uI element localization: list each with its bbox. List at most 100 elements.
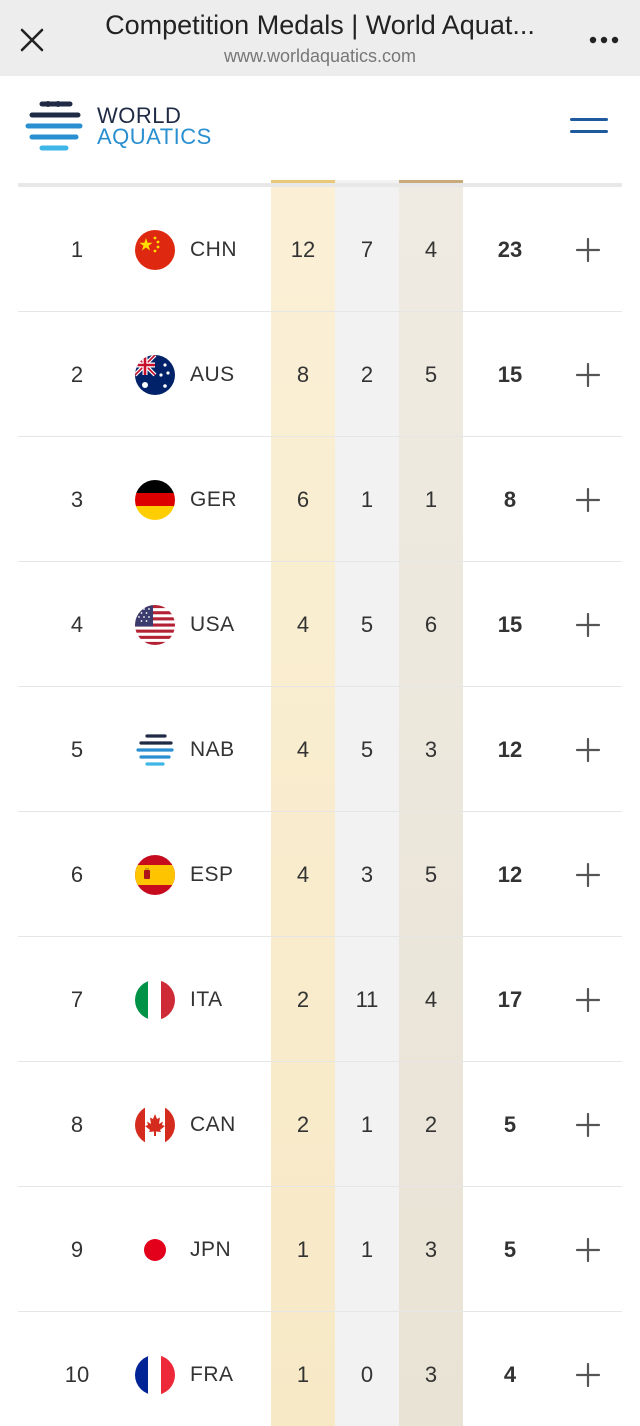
world-aquatics-flag-icon xyxy=(135,729,175,770)
medal-table: 1 CHN 12 7 4 23 2 AUS 8 2 5 15 3 GER 6 1 1 8 4 USA 4 5 6 15… xyxy=(0,180,640,1426)
bronze-count: 5 xyxy=(424,361,438,387)
table-row[interactable]: 9 JPN 1 1 3 5 xyxy=(18,1187,622,1312)
more-options-icon[interactable] xyxy=(586,22,622,58)
country-code[interactable]: ITA xyxy=(190,987,223,1011)
australia-flag-icon xyxy=(135,354,175,395)
silver-count: 1 xyxy=(360,1236,374,1262)
table-row[interactable]: 8 CAN 2 1 2 5 xyxy=(18,1062,622,1187)
canada-flag-icon xyxy=(135,1104,175,1145)
table-row[interactable]: 1 CHN 12 7 4 23 xyxy=(18,187,622,312)
rank-value: 4 xyxy=(70,611,84,637)
bronze-column-cap xyxy=(399,180,463,183)
total-count: 23 xyxy=(497,236,523,262)
country-flag xyxy=(135,1187,175,1312)
country-code[interactable]: AUS xyxy=(190,362,235,386)
world-aquatics-logo-icon[interactable] xyxy=(24,98,84,159)
row-divider xyxy=(18,436,622,437)
rank-value: 3 xyxy=(70,486,84,512)
country-code[interactable]: GER xyxy=(190,487,238,511)
plus-icon[interactable] xyxy=(570,937,606,1062)
rank-value: 1 xyxy=(70,236,84,262)
plus-icon[interactable] xyxy=(570,812,606,937)
row-divider xyxy=(18,561,622,562)
table-top-rule xyxy=(18,183,622,187)
row-divider xyxy=(18,936,622,937)
gold-count: 4 xyxy=(296,861,310,887)
table-row[interactable]: 5 NAB 4 5 3 12 xyxy=(18,687,622,812)
bronze-count: 1 xyxy=(424,486,438,512)
total-count: 15 xyxy=(497,361,523,387)
total-count: 4 xyxy=(503,1361,517,1387)
table-row[interactable]: 2 AUS 8 2 5 15 xyxy=(18,312,622,437)
bronze-count: 3 xyxy=(424,1361,438,1387)
rank-value: 10 xyxy=(64,1361,90,1387)
country-flag xyxy=(135,437,175,562)
gold-count: 6 xyxy=(296,486,310,512)
bronze-count: 3 xyxy=(424,1236,438,1262)
logo-line-1: WORLD xyxy=(97,103,182,128)
table-row[interactable]: 10 FRA 1 0 3 4 xyxy=(18,1312,622,1426)
silver-count: 2 xyxy=(360,361,374,387)
total-count: 17 xyxy=(497,986,523,1012)
row-divider xyxy=(18,1186,622,1187)
page-url: www.worldaquatics.com xyxy=(223,46,417,66)
browser-top-bar: Competition Medals | World Aquat... www.… xyxy=(0,0,640,76)
plus-icon[interactable] xyxy=(570,1312,606,1426)
close-icon[interactable] xyxy=(14,22,50,58)
gold-count: 4 xyxy=(296,611,310,637)
plus-icon[interactable] xyxy=(570,437,606,562)
silver-count: 3 xyxy=(360,861,374,887)
country-flag xyxy=(135,937,175,1062)
bronze-count: 5 xyxy=(424,861,438,887)
total-count: 8 xyxy=(503,486,517,512)
total-count: 5 xyxy=(503,1111,517,1137)
plus-icon[interactable] xyxy=(570,187,606,312)
country-code[interactable]: JPN xyxy=(190,1237,232,1261)
table-row[interactable]: 3 GER 6 1 1 8 xyxy=(18,437,622,562)
table-row[interactable]: 6 ESP 4 3 5 12 xyxy=(18,812,622,937)
gold-count: 12 xyxy=(290,236,316,262)
gold-count: 2 xyxy=(296,1111,310,1137)
country-flag xyxy=(135,562,175,687)
table-row[interactable]: 7 ITA 2 11 4 17 xyxy=(18,937,622,1062)
bronze-count: 4 xyxy=(424,986,438,1012)
plus-icon[interactable] xyxy=(570,1062,606,1187)
site-header: WORLD AQUATICS xyxy=(0,76,640,180)
italy-flag-icon xyxy=(135,979,175,1020)
total-count: 12 xyxy=(497,736,523,762)
plus-icon[interactable] xyxy=(570,312,606,437)
gold-column-cap xyxy=(271,180,335,183)
country-flag xyxy=(135,312,175,437)
bronze-count: 3 xyxy=(424,736,438,762)
silver-count: 11 xyxy=(355,986,379,1012)
spain-flag-icon xyxy=(135,854,175,895)
plus-icon[interactable] xyxy=(570,1187,606,1312)
country-code[interactable]: CHN xyxy=(190,237,237,261)
rank-value: 8 xyxy=(70,1111,84,1137)
silver-count: 1 xyxy=(360,1111,374,1137)
france-flag-icon xyxy=(135,1354,175,1395)
site-logo-text[interactable]: WORLD AQUATICS xyxy=(97,103,212,149)
plus-icon[interactable] xyxy=(570,562,606,687)
china-flag-icon xyxy=(135,229,175,270)
bronze-count: 4 xyxy=(424,236,438,262)
country-flag xyxy=(135,812,175,937)
rank-value: 6 xyxy=(70,861,84,887)
gold-count: 2 xyxy=(296,986,310,1012)
country-code[interactable]: FRA xyxy=(190,1362,234,1386)
country-code[interactable]: NAB xyxy=(190,737,235,761)
table-row[interactable]: 4 USA 4 5 6 15 xyxy=(18,562,622,687)
japan-flag-icon xyxy=(135,1229,175,1270)
country-code[interactable]: CAN xyxy=(190,1112,236,1136)
total-count: 15 xyxy=(497,611,523,637)
bronze-count: 2 xyxy=(424,1111,438,1137)
hamburger-menu-icon[interactable] xyxy=(570,116,610,140)
silver-count: 7 xyxy=(360,236,374,262)
country-code[interactable]: USA xyxy=(190,612,235,636)
logo-line-2: AQUATICS xyxy=(97,124,212,149)
plus-icon[interactable] xyxy=(570,687,606,812)
bronze-count: 6 xyxy=(424,611,438,637)
total-count: 5 xyxy=(503,1236,517,1262)
gold-count: 4 xyxy=(296,736,310,762)
country-code[interactable]: ESP xyxy=(190,862,234,886)
